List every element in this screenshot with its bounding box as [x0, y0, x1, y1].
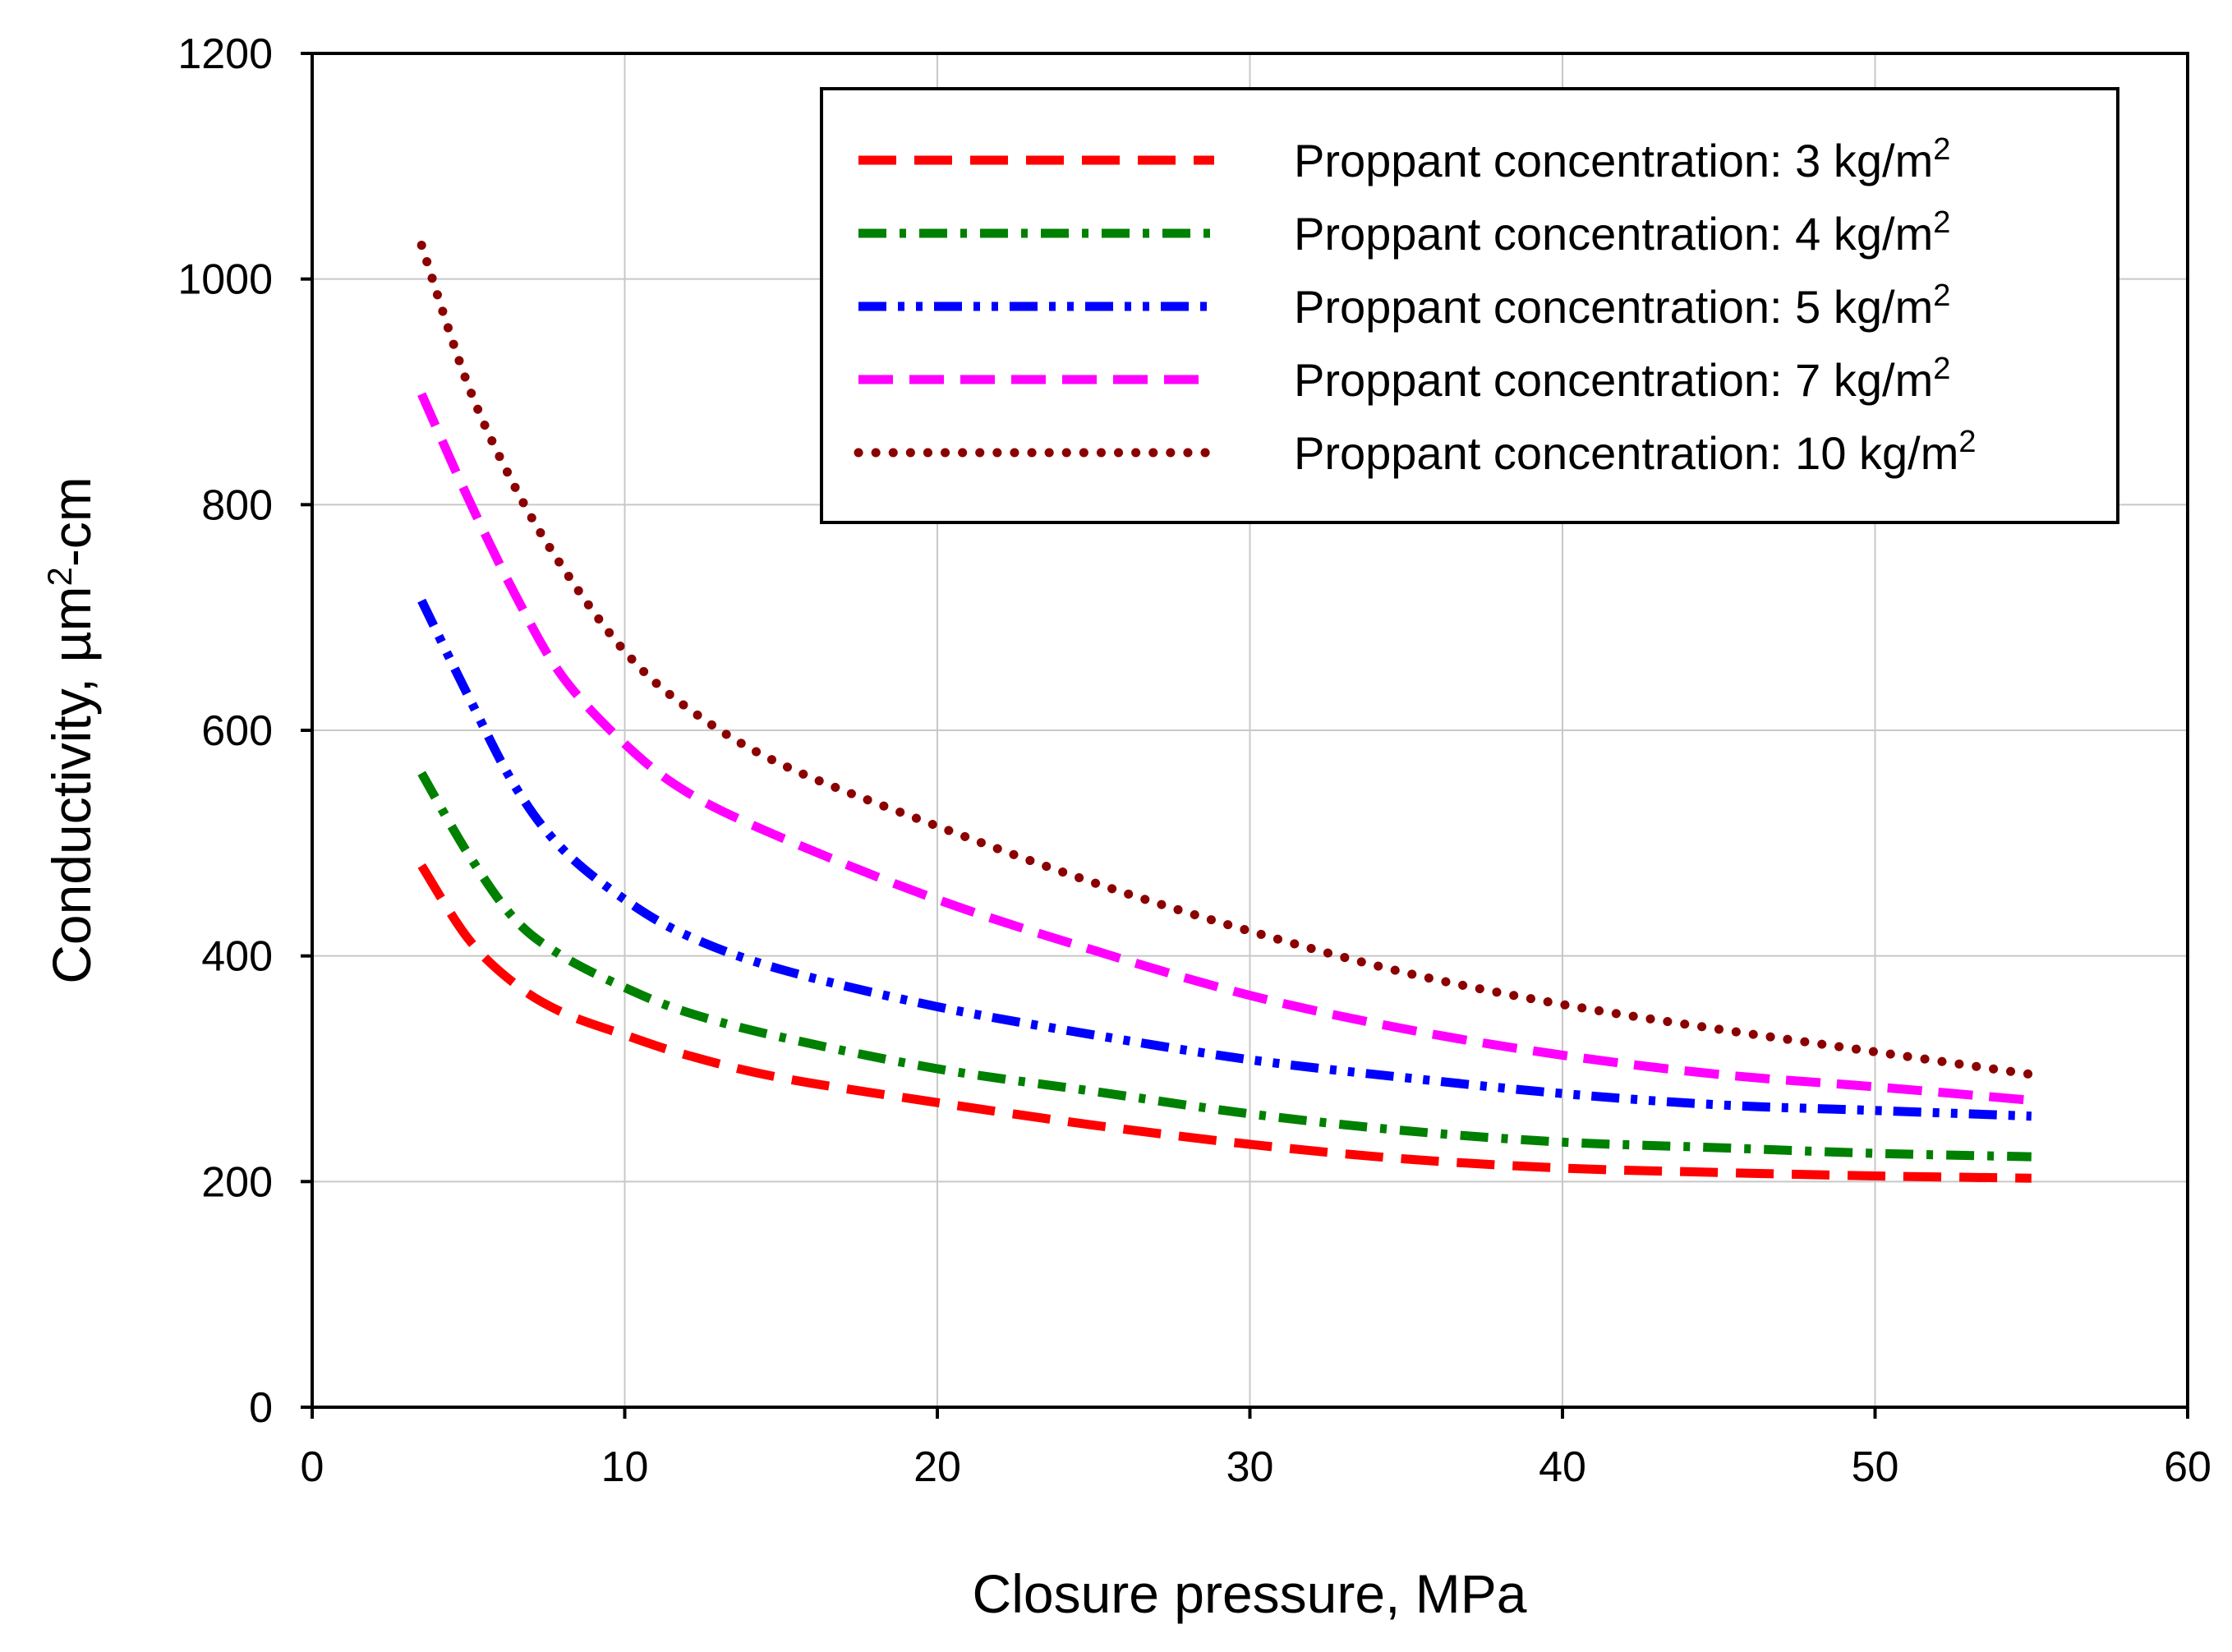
series-layer — [416, 241, 2036, 1183]
x-tick-label: 10 — [601, 1443, 649, 1491]
x-tick-label: 50 — [1852, 1443, 1899, 1491]
legend-label-2: Proppant concentration: 4 kg/m2 — [1294, 205, 1950, 260]
series-line-1 — [417, 863, 2032, 1183]
x-tick-label: 40 — [1539, 1443, 1586, 1491]
y-axis-title-main: Conductivity, µm — [41, 587, 102, 984]
legend-label-5: Proppant concentration: 10 kg/m2 — [1294, 425, 1977, 479]
series-line-4 — [417, 392, 2032, 1105]
y-tick-label: 800 — [201, 481, 273, 529]
y-tick-label: 200 — [201, 1158, 273, 1206]
x-tick-label: 30 — [1226, 1443, 1274, 1491]
y-axis-title-sup: 2 — [40, 567, 79, 586]
legend-label-4: Proppant concentration: 7 kg/m2 — [1294, 352, 1950, 406]
x-tick-label: 0 — [301, 1443, 324, 1491]
y-tick-label: 0 — [249, 1384, 273, 1432]
y-tick-label: 1000 — [177, 256, 273, 304]
x-tick-label: 60 — [2164, 1443, 2211, 1491]
x-axis-title: Closure pressure, MPa — [973, 1563, 1527, 1624]
legend-label-3: Proppant concentration: 5 kg/m2 — [1294, 278, 1950, 333]
y-axis-title: Conductivity, µm2-cm — [40, 476, 103, 984]
series-line-3 — [417, 598, 2032, 1121]
series-line-2 — [417, 771, 2032, 1162]
y-tick-label: 1200 — [177, 30, 273, 78]
y-tick-label: 400 — [201, 933, 273, 981]
y-tick-label: 600 — [201, 707, 273, 755]
legend-label-1: Proppant concentration: 3 kg/m2 — [1294, 132, 1950, 186]
legend: Proppant concentration: 3 kg/m2 Proppant … — [820, 87, 2119, 524]
x-tick-label: 20 — [914, 1443, 961, 1491]
series-line-5 — [416, 241, 2036, 1079]
y-axis-title-tail: -cm — [41, 476, 102, 567]
